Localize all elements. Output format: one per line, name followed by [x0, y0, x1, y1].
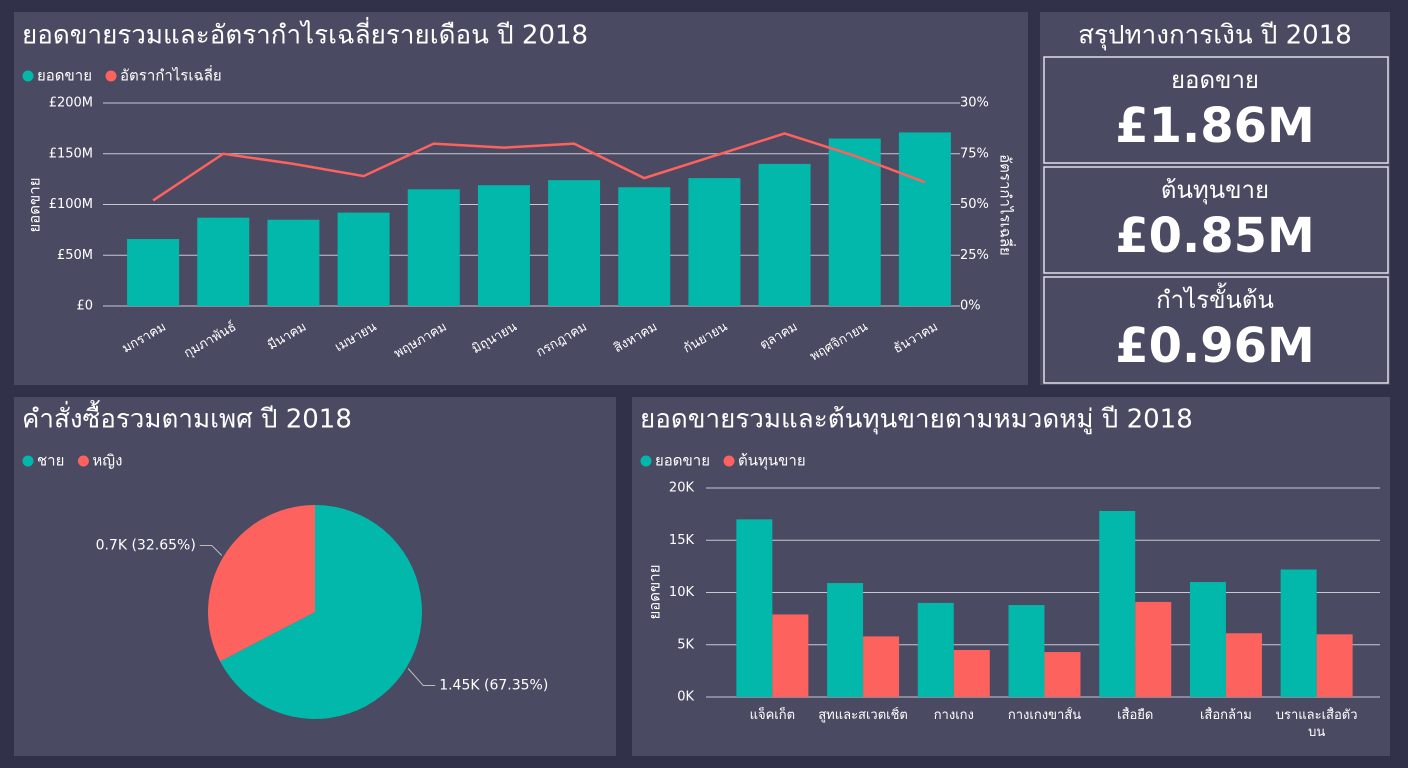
bar — [267, 219, 320, 306]
bar — [1135, 601, 1172, 697]
kpi-card — [1043, 276, 1389, 384]
y-axis-label: ยอดขาย — [646, 564, 664, 619]
x-tick-label: กางเกง — [933, 708, 974, 723]
y2-axis-label: อัตรากำไรเฉลี่ย — [997, 154, 1017, 256]
data-label: 1.45K (67.35%) — [439, 678, 548, 694]
leader-line — [199, 544, 223, 556]
bar — [1225, 633, 1262, 697]
bar — [618, 187, 671, 306]
y-tick-label: £100M — [49, 197, 93, 212]
bar — [772, 614, 809, 697]
kpi-card — [1043, 56, 1389, 164]
y-tick-label: £150M — [49, 146, 93, 161]
bar — [407, 189, 460, 306]
bar — [1099, 510, 1136, 697]
y2-tick-label: 25% — [960, 248, 989, 263]
x-tick-label-box: เสื้อยืด — [1117, 708, 1154, 723]
x-tick-label: กางเกงขาสั้น — [1007, 708, 1082, 723]
y-tick-label: 20K — [669, 481, 695, 496]
bar — [1044, 652, 1081, 697]
x-tick-label-box: บราและเสื้อตัวบน — [1275, 708, 1358, 740]
bar — [477, 185, 530, 306]
legend-label: ยอดขาย — [37, 67, 92, 85]
legend-marker — [22, 455, 34, 467]
bar — [1008, 605, 1045, 697]
y-tick-label: 5K — [677, 637, 694, 652]
bar — [1280, 569, 1317, 697]
y-tick-label: 0K — [677, 690, 694, 705]
kpi-value: £0.96M — [1115, 318, 1315, 374]
legend-label: อัตรากำไรเฉลี่ย — [120, 65, 222, 85]
bar — [863, 636, 900, 697]
legend-marker — [77, 455, 89, 467]
y-axis-label: ยอดขาย — [26, 177, 44, 232]
line — [152, 132, 926, 202]
kpi-label: ต้นทุนขาย — [1161, 176, 1269, 205]
chart-title: ยอดขายรวมและอัตรากำไรเฉลี่ยรายเดือน ปี 2… — [22, 17, 588, 51]
bar — [1316, 634, 1353, 697]
data-label: 0.7K (32.65%) — [96, 537, 196, 553]
legend-marker — [22, 70, 34, 82]
pie-slice — [220, 505, 422, 719]
x-tick-label-box: กางเกงขาสั้น — [1007, 708, 1082, 723]
x-tick-label: เสื้อยืด — [1117, 708, 1154, 723]
y2-tick-label: 75% — [960, 146, 989, 161]
y2-tick-label: 50% — [960, 197, 989, 212]
bar — [337, 212, 390, 306]
x-tick-label: บราและเสื้อตัวบน — [1275, 708, 1358, 740]
x-tick-label: เสื้อกล้าม — [1199, 708, 1252, 723]
bar — [828, 138, 881, 306]
bar — [548, 180, 601, 306]
chart-title: ยอดขายรวมและต้นทุนขายตามหมวดหมู่ ปี 2018 — [640, 405, 1193, 435]
bar — [953, 649, 990, 697]
panel — [1040, 12, 1390, 385]
kpi-value: £1.86M — [1115, 98, 1315, 154]
x-tick-label-box: กางเกง — [933, 708, 974, 723]
legend-label: ต้นทุนขาย — [738, 452, 806, 471]
legend-marker — [723, 455, 735, 467]
legend-label: ยอดขาย — [655, 452, 710, 470]
bar — [758, 163, 811, 306]
y2-tick-label: 0% — [960, 299, 981, 314]
pie-slice — [207, 505, 315, 662]
kpi-card — [1043, 166, 1389, 274]
legend-label: หญิง — [92, 452, 122, 470]
kpi-value: £0.85M — [1115, 208, 1315, 264]
kpi-label: กำไรขั้นต้น — [1156, 282, 1274, 314]
kpi-label: ยอดขาย — [1171, 66, 1259, 94]
y-tick-label: 15K — [669, 533, 695, 548]
x-tick-label: สูทและสเวตเชิ้ต — [818, 708, 908, 723]
bar — [688, 178, 741, 306]
bar — [827, 583, 864, 697]
y-tick-label: £200M — [49, 96, 93, 111]
bar — [127, 239, 180, 306]
legend-marker — [105, 70, 117, 82]
chart-title: คำสั่งซื้อรวมตามเพศ ปี 2018 — [22, 400, 352, 435]
x-tick-label: แจ็คเก็ต — [749, 708, 796, 723]
bar — [917, 602, 954, 697]
x-tick-label-box: แจ็คเก็ต — [749, 708, 796, 723]
y-tick-label: 10K — [669, 585, 695, 600]
y-tick-label: £0 — [76, 299, 93, 314]
summary-title: สรุปทางการเงิน ปี 2018 — [1078, 21, 1352, 51]
bar — [736, 519, 773, 697]
bar — [898, 132, 951, 306]
x-tick-label-box: เสื้อกล้าม — [1199, 708, 1252, 723]
leader-line — [407, 668, 436, 687]
y-tick-label: £50M — [57, 248, 93, 263]
legend-label: ชาย — [37, 452, 64, 470]
legend-marker — [640, 455, 652, 467]
y2-tick-label: 30% — [960, 96, 989, 111]
bar — [1189, 582, 1226, 697]
bar — [197, 217, 250, 306]
x-tick-label-box: สูทและสเวตเชิ้ต — [818, 708, 908, 723]
